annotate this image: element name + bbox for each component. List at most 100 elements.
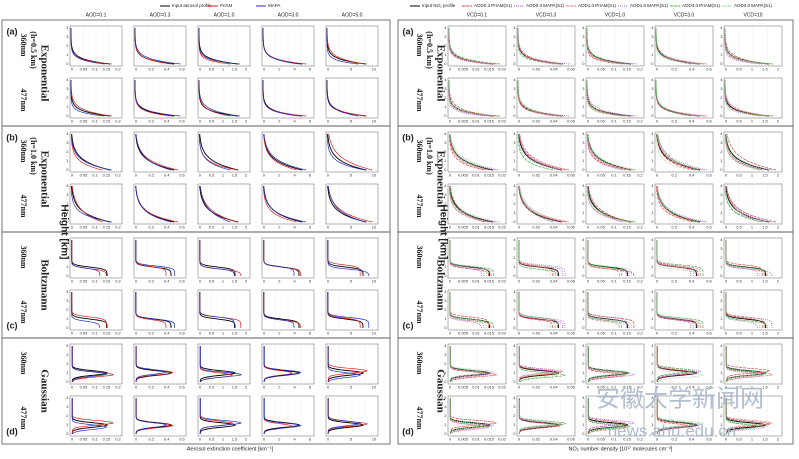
- x-tick-label: 0.1: [92, 385, 98, 390]
- x-tick-label: 1.5: [232, 279, 238, 284]
- x-tick-label: 0.04: [550, 67, 559, 72]
- y-tick-label: 1: [720, 104, 723, 109]
- profile-curve: [726, 398, 769, 435]
- profile-curve: [726, 185, 777, 223]
- profile-curve: [725, 292, 758, 328]
- x-tick-label: 0.06: [567, 173, 576, 178]
- x-tick-label: 1: [751, 119, 754, 124]
- y-tick-label: 3: [582, 352, 585, 357]
- y-tick-label: 0: [651, 379, 654, 384]
- x-tick-label: 0: [135, 67, 138, 72]
- x-tick-label: 0: [656, 279, 659, 284]
- profile-curve: [588, 185, 631, 223]
- x-tick-label: 0.6: [179, 437, 185, 442]
- profile-curve: [657, 398, 705, 434]
- x-tick-label: 0: [587, 385, 590, 390]
- y-tick-label: 0: [66, 167, 69, 172]
- profile-label: Exponential: [434, 45, 446, 102]
- profile-curve: [587, 240, 623, 276]
- y-tick-label: 2: [720, 95, 723, 100]
- x-tick-label: 0.05: [597, 331, 606, 336]
- y-tick-label: 1: [513, 210, 516, 215]
- profile-curve: [657, 133, 700, 171]
- profile-curve: [655, 28, 692, 65]
- x-tick-label: 0: [587, 225, 590, 230]
- y-tick-label: 0: [720, 431, 723, 436]
- column-header: VCD=1.0: [605, 12, 626, 18]
- legend-label: Input aerosol profile: [172, 3, 212, 8]
- y-tick-label: 4: [444, 183, 447, 188]
- y-tick-label: 1: [66, 210, 69, 215]
- profile-curve: [656, 292, 704, 329]
- y-tick-label: 2: [513, 201, 516, 206]
- y-tick-label: 0: [720, 273, 723, 278]
- x-tick-label: 0.1: [92, 331, 98, 336]
- profile-curve: [71, 185, 111, 223]
- row-frame: [397, 337, 794, 445]
- x-tick-label: 0: [725, 331, 728, 336]
- profile-curve: [724, 28, 766, 65]
- y-tick-label: 2: [582, 43, 585, 48]
- x-tick-label: 0.015: [484, 279, 495, 284]
- y-tick-label: 1: [582, 370, 585, 375]
- x-tick-label: 0.02: [498, 385, 507, 390]
- y-tick-label: 4: [66, 25, 69, 30]
- x-tick-label: 0: [199, 437, 202, 442]
- x-tick-label: 0: [327, 437, 330, 442]
- profile-curve: [134, 80, 181, 117]
- y-tick-label: 0: [651, 219, 654, 224]
- y-tick-label: 0: [582, 431, 585, 436]
- y-tick-label: 0: [444, 325, 447, 330]
- y-tick-label: 3: [582, 34, 585, 39]
- x-tick-label: 0.2: [149, 279, 155, 284]
- x-tick-label: 0: [449, 173, 452, 178]
- y-tick-label: 2: [66, 255, 69, 260]
- profile-curve: [518, 185, 559, 223]
- x-tick-label: 0.02: [532, 225, 541, 230]
- profile-curve: [70, 186, 112, 223]
- x-tick-label: 0.4: [164, 225, 170, 230]
- x-tick-label: 0: [587, 331, 590, 336]
- profile-curve: [263, 186, 297, 223]
- profile-curve: [135, 240, 176, 276]
- profile-curve: [518, 185, 554, 223]
- x-tick-label: 0.05: [80, 119, 89, 124]
- x-tick-label: 0.1: [611, 119, 617, 124]
- x-tick-label: 6: [309, 173, 312, 178]
- x-tick-label: 0: [199, 119, 202, 124]
- x-tick-label: 2: [245, 437, 248, 442]
- y-tick-label: 2: [66, 201, 69, 206]
- profile-curve: [518, 398, 558, 434]
- profile-curve: [517, 80, 556, 117]
- legend-label: AOD1.0 MAPA(S1): [630, 3, 669, 8]
- x-tick-label: 0.15: [103, 67, 112, 72]
- x-tick-label: 0.02: [532, 331, 541, 336]
- profile-curve: [656, 185, 692, 223]
- y-tick-label: 2: [66, 149, 69, 154]
- wavelength-label: 360nm: [19, 33, 28, 56]
- profile-curve: [655, 28, 702, 65]
- profile-curve: [656, 186, 694, 223]
- x-tick-label: 0.05: [597, 385, 606, 390]
- y-tick-label: 4: [66, 183, 69, 188]
- wavelength-label: 477nm: [19, 300, 28, 323]
- x-tick-label: 0: [449, 385, 452, 390]
- profile-curve: [449, 346, 491, 383]
- y-tick-label: 2: [66, 361, 69, 366]
- wavelength-label: 360nm: [19, 245, 28, 268]
- x-tick-label: 0.02: [498, 119, 507, 124]
- y-tick-label: 4: [651, 131, 654, 136]
- y-tick-label: 1: [444, 158, 447, 163]
- x-tick-label: 0.15: [623, 331, 632, 336]
- y-tick-label: 3: [66, 140, 69, 145]
- column-header: VCD=0.3: [536, 12, 557, 18]
- y-tick-label: 0: [66, 219, 69, 224]
- x-tick-label: 0: [656, 385, 659, 390]
- profile-curve: [517, 28, 570, 65]
- x-tick-label: 0.5: [736, 225, 742, 230]
- x-tick-label: 0.2: [149, 119, 155, 124]
- profile-curve: [448, 134, 485, 171]
- x-tick-label: 6: [309, 437, 312, 442]
- profile-curve: [517, 134, 554, 171]
